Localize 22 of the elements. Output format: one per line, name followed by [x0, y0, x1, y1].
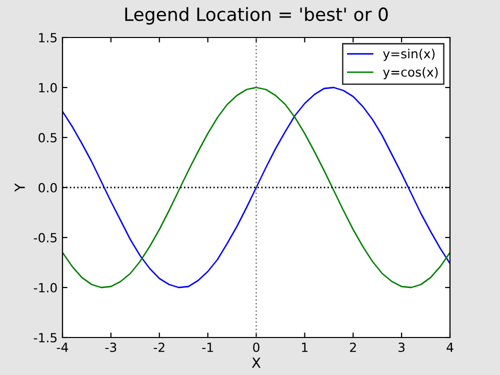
y-tick-label: 0.5 [38, 132, 57, 142]
x-tick-label: -3 [105, 342, 116, 352]
y-tick-label: 1.0 [39, 82, 57, 92]
x-tick-label: 3 [398, 342, 405, 352]
x-tick-label: 4 [446, 342, 454, 352]
legend-label: y=cos(x) [383, 67, 438, 80]
x-tick-label: 0 [253, 342, 260, 352]
x-tick-label: 1 [302, 342, 308, 352]
x-axis-title: X [252, 358, 261, 368]
x-tick-label: -1 [202, 342, 213, 352]
x-tick-label: -4 [56, 342, 68, 352]
y-tick-label: -1.5 [34, 333, 57, 342]
y-axis-title: Y [14, 183, 25, 192]
chart-title: Legend Location = 'best' or 0 [125, 7, 388, 25]
x-tick-label: -2 [154, 342, 164, 352]
line-series [62, 86, 450, 288]
x-tick-label: 2 [350, 342, 356, 352]
legend-label: y=sin(x) [383, 48, 435, 61]
y-tick-label: -0.5 [34, 232, 57, 242]
y-tick-label: -1.0 [34, 282, 57, 292]
y-tick-label: 1.5 [39, 33, 57, 42]
y-tick-label: 0.0 [38, 182, 57, 192]
